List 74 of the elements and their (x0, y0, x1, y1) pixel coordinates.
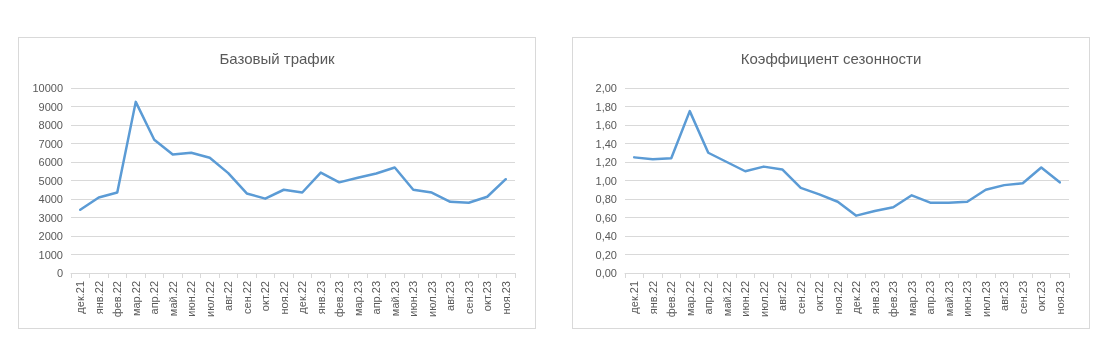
x-tick-label: апр.23 (370, 281, 383, 315)
y-tick-label: 0,40 (595, 230, 617, 242)
x-tick-label: июн.22 (739, 281, 752, 317)
x-tick-label: ноя.22 (277, 281, 290, 315)
x-tick-label: ноя.23 (1053, 281, 1066, 315)
x-tick-label: сен.23 (1016, 281, 1029, 314)
y-tick-label: 10000 (32, 82, 63, 94)
x-tick-label: дек.22 (296, 281, 309, 314)
x-tick-label: мар.23 (351, 281, 364, 317)
y-tick-label: 8000 (38, 119, 63, 131)
y-tick-label: 3000 (38, 211, 63, 224)
y-tick-label: 0,00 (595, 267, 617, 279)
x-tick-label: мар.22 (129, 281, 142, 317)
x-tick-label: май.23 (388, 281, 401, 317)
x-tick-label: фев.22 (111, 281, 124, 318)
y-tick-label: 1,40 (595, 137, 617, 150)
x-tick-label: янв.23 (314, 281, 327, 315)
y-tick-label: 1,80 (595, 100, 617, 113)
x-tick-label: июн.23 (407, 281, 420, 317)
x-tick-label: июл.23 (979, 281, 992, 317)
y-tick-label: 6000 (38, 156, 63, 168)
line-series (79, 100, 507, 211)
x-tick-label: апр.23 (924, 281, 937, 315)
x-tick-label: сен.22 (794, 281, 807, 314)
x-tick-label: апр.22 (702, 281, 715, 315)
x-tick-label: янв.22 (92, 281, 105, 315)
x-tick-label: окт.22 (813, 281, 826, 312)
x-tick-label: июн.23 (961, 281, 974, 317)
x-tick-label: мар.22 (683, 281, 696, 317)
y-tick-label: 1000 (38, 248, 63, 261)
x-tick-label: окт.23 (481, 281, 494, 312)
x-tick-label: янв.23 (868, 281, 881, 315)
y-tick-label: 2,00 (595, 82, 617, 94)
x-tick-label: фев.23 (887, 281, 900, 318)
x-tick-label: ноя.23 (499, 281, 512, 315)
y-tick-label: 0,80 (595, 193, 617, 205)
x-tick-label: авг.23 (444, 281, 457, 311)
x-tick-label: сен.23 (462, 281, 475, 314)
x-tick-label: май.22 (720, 281, 733, 317)
chart-title: Базовый трафик (219, 50, 336, 67)
x-tick-label: авг.23 (998, 281, 1011, 311)
y-tick-label: 0 (56, 267, 63, 279)
y-tick-label: 0,20 (595, 248, 617, 261)
y-tick-label: 0,60 (595, 211, 617, 224)
x-tick-label: янв.22 (646, 281, 659, 315)
x-tick-label: май.22 (166, 281, 179, 317)
y-tick-label: 9000 (38, 100, 63, 113)
x-tick-label: авг.22 (222, 281, 235, 311)
x-tick-label: авг.22 (776, 281, 789, 311)
y-tick-label: 5000 (38, 174, 63, 187)
x-tick-label: мар.23 (905, 281, 918, 317)
x-tick-label: окт.23 (1035, 281, 1048, 312)
x-tick-label: апр.22 (148, 281, 161, 315)
x-tick-label: фев.22 (665, 281, 678, 318)
x-tick-label: ноя.22 (831, 281, 844, 315)
x-tick-label: сен.22 (240, 281, 253, 314)
x-tick-label: июл.22 (757, 281, 770, 317)
y-tick-label: 1,00 (595, 174, 617, 187)
x-tick-label: июн.22 (185, 281, 198, 317)
x-tick-label: дек.21 (628, 281, 641, 314)
x-tick-label: фев.23 (333, 281, 346, 318)
chart-title: Коэффициент сезонности (740, 50, 922, 67)
x-tick-label: дек.22 (850, 281, 863, 314)
x-tick-label: дек.21 (74, 281, 87, 314)
y-tick-label: 1,20 (595, 156, 617, 168)
y-tick-label: 4000 (38, 193, 63, 205)
x-tick-label: июл.23 (425, 281, 438, 317)
y-tick-label: 7000 (38, 137, 63, 150)
line-series (633, 109, 1061, 217)
x-tick-label: окт.22 (259, 281, 272, 312)
y-tick-label: 2000 (38, 230, 63, 242)
y-tick-label: 1,60 (595, 119, 617, 131)
x-tick-label: июл.22 (203, 281, 216, 317)
x-tick-label: май.23 (942, 281, 955, 317)
